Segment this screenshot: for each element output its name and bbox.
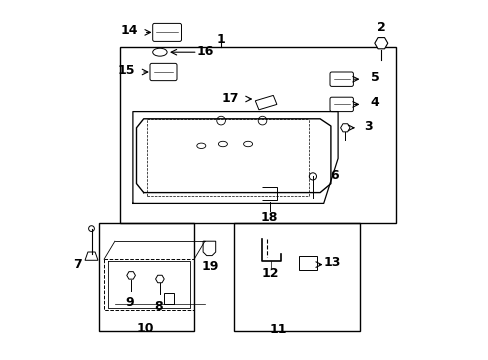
Circle shape: [258, 116, 266, 125]
Ellipse shape: [152, 48, 167, 56]
Text: 11: 11: [269, 323, 287, 336]
Text: 7: 7: [73, 258, 81, 271]
Text: 1: 1: [216, 33, 225, 46]
Text: 10: 10: [137, 322, 154, 335]
Ellipse shape: [243, 141, 252, 147]
Text: 12: 12: [262, 267, 279, 280]
Text: 19: 19: [201, 260, 219, 273]
Text: 6: 6: [329, 169, 338, 182]
Bar: [120, 47, 395, 223]
Text: 16: 16: [196, 45, 213, 58]
Polygon shape: [163, 293, 174, 304]
Ellipse shape: [196, 143, 205, 149]
Polygon shape: [374, 37, 387, 49]
Text: 15: 15: [118, 64, 135, 77]
Polygon shape: [155, 275, 164, 283]
Text: 18: 18: [261, 211, 278, 224]
Bar: [233, 223, 359, 331]
Circle shape: [309, 173, 316, 180]
Polygon shape: [340, 124, 349, 132]
Text: 17: 17: [221, 92, 238, 105]
Ellipse shape: [218, 141, 227, 147]
Bar: [99, 223, 194, 331]
Text: 9: 9: [125, 296, 134, 309]
FancyBboxPatch shape: [150, 63, 177, 81]
Polygon shape: [85, 252, 98, 260]
Text: 2: 2: [376, 21, 385, 34]
FancyBboxPatch shape: [152, 23, 181, 41]
Polygon shape: [203, 241, 215, 256]
Text: 5: 5: [370, 71, 379, 84]
Bar: [298, 256, 316, 270]
FancyBboxPatch shape: [329, 97, 353, 112]
Circle shape: [216, 116, 225, 125]
Circle shape: [88, 226, 94, 231]
Text: 4: 4: [370, 96, 379, 109]
Polygon shape: [255, 95, 276, 110]
Text: 3: 3: [364, 120, 372, 133]
Text: 13: 13: [324, 256, 341, 269]
Polygon shape: [126, 272, 135, 279]
FancyBboxPatch shape: [329, 72, 353, 86]
Text: 8: 8: [154, 300, 163, 312]
Polygon shape: [262, 187, 276, 200]
Text: 14: 14: [121, 24, 138, 37]
